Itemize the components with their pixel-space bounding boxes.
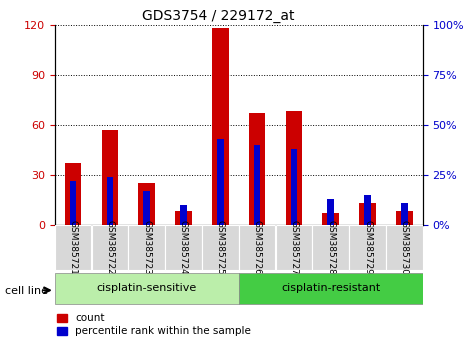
Bar bbox=[106, 177, 113, 225]
Text: cell line: cell line bbox=[5, 286, 48, 296]
Bar bbox=[212, 28, 228, 225]
Text: GSM385729: GSM385729 bbox=[363, 220, 372, 275]
Bar bbox=[217, 139, 224, 225]
Bar bbox=[102, 130, 118, 225]
Text: GSM385725: GSM385725 bbox=[216, 220, 225, 275]
Bar bbox=[323, 213, 339, 225]
Text: cisplatin-sensitive: cisplatin-sensitive bbox=[96, 283, 197, 293]
Bar bbox=[285, 112, 302, 225]
FancyBboxPatch shape bbox=[202, 225, 238, 270]
Bar bbox=[65, 163, 81, 225]
Bar bbox=[143, 191, 150, 225]
Text: GSM385730: GSM385730 bbox=[400, 220, 409, 275]
FancyBboxPatch shape bbox=[313, 225, 349, 270]
Bar bbox=[254, 145, 260, 225]
Bar bbox=[291, 149, 297, 225]
Bar bbox=[359, 203, 376, 225]
FancyBboxPatch shape bbox=[165, 225, 202, 270]
Text: GSM385723: GSM385723 bbox=[142, 220, 151, 275]
Bar bbox=[180, 205, 187, 225]
Text: GSM385727: GSM385727 bbox=[289, 220, 298, 275]
Bar bbox=[327, 199, 334, 225]
FancyBboxPatch shape bbox=[276, 225, 312, 270]
Bar bbox=[70, 181, 76, 225]
FancyBboxPatch shape bbox=[128, 225, 165, 270]
FancyBboxPatch shape bbox=[55, 273, 238, 304]
FancyBboxPatch shape bbox=[239, 225, 276, 270]
Text: GSM385722: GSM385722 bbox=[105, 221, 114, 275]
Bar bbox=[401, 203, 408, 225]
Bar bbox=[364, 195, 371, 225]
Legend: count, percentile rank within the sample: count, percentile rank within the sample bbox=[57, 313, 251, 336]
Text: GSM385726: GSM385726 bbox=[253, 220, 262, 275]
Text: cisplatin-resistant: cisplatin-resistant bbox=[281, 283, 380, 293]
Text: GSM385728: GSM385728 bbox=[326, 220, 335, 275]
Bar bbox=[175, 211, 192, 225]
Text: GSM385724: GSM385724 bbox=[179, 221, 188, 275]
FancyBboxPatch shape bbox=[55, 225, 91, 270]
Text: GDS3754 / 229172_at: GDS3754 / 229172_at bbox=[142, 9, 295, 23]
FancyBboxPatch shape bbox=[92, 225, 128, 270]
Text: GSM385721: GSM385721 bbox=[68, 220, 77, 275]
Bar bbox=[249, 113, 266, 225]
FancyBboxPatch shape bbox=[239, 273, 423, 304]
FancyBboxPatch shape bbox=[386, 225, 423, 270]
Bar bbox=[396, 211, 413, 225]
Bar bbox=[138, 183, 155, 225]
FancyBboxPatch shape bbox=[349, 225, 386, 270]
